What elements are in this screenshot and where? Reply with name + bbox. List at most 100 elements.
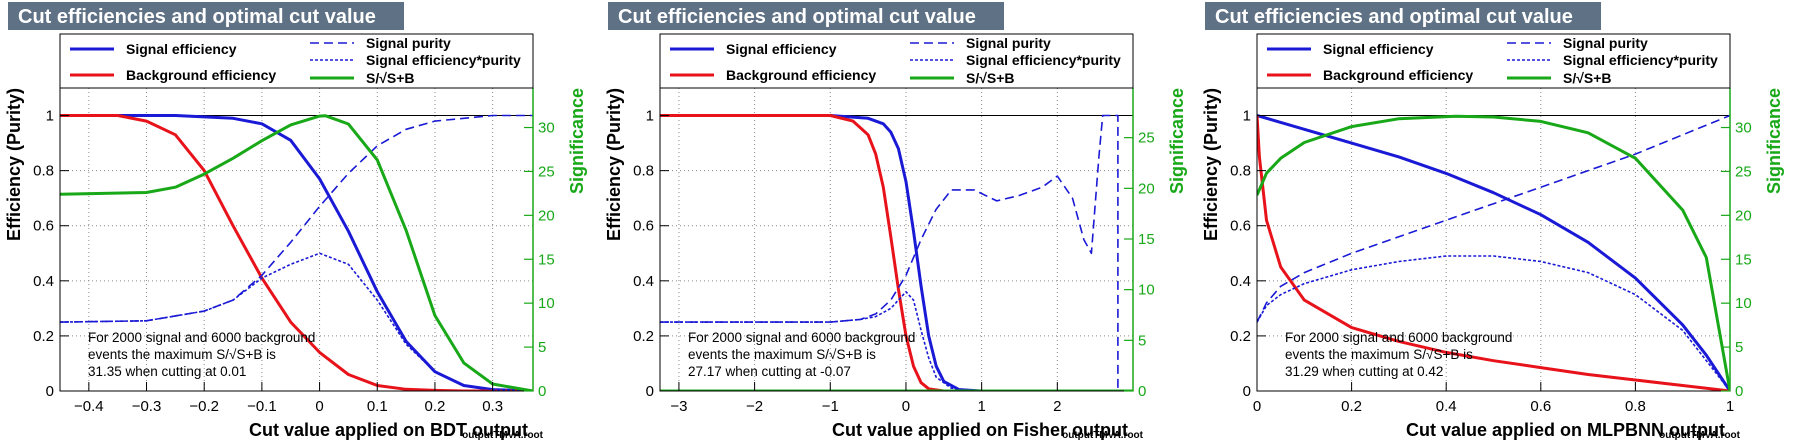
annotation-line: For 2000 signal and 6000 background [88, 330, 315, 345]
x-tick-label: 0.2 [1341, 398, 1362, 415]
y2-tick-label: 15 [1138, 231, 1155, 248]
y-tick-label: 0.6 [33, 218, 54, 235]
legend-label: S/√S+B [966, 70, 1015, 86]
x-axis-label: Cut value applied on Fisher output [832, 420, 1128, 440]
x-tick-label: 0 [1253, 398, 1261, 415]
series-line-2 [660, 114, 1133, 391]
x-tick-label: −1 [822, 398, 839, 415]
y2-tick-label: 0 [1138, 383, 1146, 400]
y-tick-label: 0.8 [1230, 163, 1251, 180]
y2-tick-label: 20 [1138, 180, 1155, 197]
x-tick-label: 0.3 [482, 398, 503, 415]
legend-label: S/√S+B [366, 70, 415, 86]
x-tick-label: −0.1 [247, 398, 277, 415]
y2-axis-label: Significance [1764, 88, 1784, 194]
annotation-line: 31.35 when cutting at 0.01 [88, 364, 246, 379]
legend-label: Background efficiency [126, 67, 276, 83]
x-tick-label: 0.4 [1436, 398, 1457, 415]
series-line-3 [60, 114, 533, 323]
y-tick-label: 0.8 [633, 163, 654, 180]
plot-frame [659, 87, 1134, 392]
annotation-line: For 2000 signal and 6000 background [1285, 330, 1512, 345]
annotation-line: events the maximum S/√S+B is [1285, 347, 1473, 362]
y-tick-label: 0.6 [1230, 218, 1251, 235]
y2-tick-label: 5 [1735, 339, 1743, 356]
annotation: For 2000 signal and 6000 background event… [88, 330, 315, 379]
legend-label: Signal efficiency*purity [966, 52, 1121, 68]
legend: Signal efficiency Background efficiency Si… [659, 33, 1134, 89]
annotation-line: events the maximum S/√S+B is [688, 347, 876, 362]
annotation: For 2000 signal and 6000 background event… [1285, 330, 1512, 379]
annotation: For 2000 signal and 6000 background event… [688, 330, 915, 379]
x-axis-label: Cut value applied on MLPBNN output [1406, 420, 1725, 440]
x-tick-label: −0.4 [74, 398, 104, 415]
chart-title: Cut efficiencies and optimal cut value [618, 6, 976, 28]
annotation-line: 27.17 when cutting at -0.07 [688, 364, 851, 379]
y-tick-label: 0.2 [633, 328, 654, 345]
x-tick-label: 0.8 [1625, 398, 1646, 415]
y2-tick-label: 15 [1735, 251, 1752, 268]
x-axis-label: Cut value applied on BDT output [249, 420, 528, 440]
y2-tick-label: 5 [1138, 332, 1146, 349]
y2-tick-label: 30 [538, 120, 555, 137]
y2-tick-label: 10 [1138, 282, 1155, 299]
legend-label: Signal efficiency [126, 41, 237, 57]
chart-panel-1: Cut efficiencies and optimal cut value −0… [4, 2, 587, 441]
chart-title: Cut efficiencies and optimal cut value [18, 6, 376, 28]
series-line-4 [660, 290, 1133, 391]
legend-box [659, 33, 1134, 89]
legend-label: Signal purity [1563, 35, 1648, 51]
y-axis-label: Efficiency (Purity) [4, 88, 24, 241]
x-tick-label: −3 [670, 398, 687, 415]
legend-label: Background efficiency [726, 67, 876, 83]
y2-tick-label: 25 [1735, 163, 1752, 180]
annotation-line: For 2000 signal and 6000 background [688, 330, 915, 345]
series-line-4 [1257, 255, 1730, 391]
y2-tick-label: 25 [1138, 130, 1155, 147]
x-tick-label: −0.2 [189, 398, 219, 415]
y-tick-label: 0 [46, 383, 54, 400]
y-tick-label: 0.2 [1230, 328, 1251, 345]
file-label: outputTMVA.root [1659, 430, 1741, 441]
legend-label: Signal purity [366, 35, 451, 51]
series-line-1 [660, 114, 1133, 391]
series-line-1 [1257, 114, 1730, 391]
series-line-4 [60, 252, 533, 391]
legend: Signal efficiency Background efficiency Si… [1256, 33, 1731, 89]
y-tick-label: 1 [646, 108, 654, 125]
y-tick-label: 0.8 [33, 163, 54, 180]
curves [1257, 114, 1730, 391]
x-tick-label: 0 [315, 398, 323, 415]
y2-tick-label: 25 [538, 163, 555, 180]
grid [660, 88, 1133, 392]
y2-tick-label: 10 [1735, 295, 1752, 312]
x-tick-label: 0.6 [1530, 398, 1551, 415]
chart-title-box [608, 2, 1004, 30]
file-label: outputTMVA.root [462, 430, 544, 441]
legend-label: Signal efficiency [726, 41, 837, 57]
y2-tick-label: 0 [1735, 383, 1743, 400]
file-label: outputTMVA.root [1062, 430, 1144, 441]
legend: Signal efficiency Background efficiency Si… [59, 33, 534, 89]
legend-box [1256, 33, 1731, 89]
y2-tick-label: 5 [538, 339, 546, 356]
y2-axis-label: Significance [1167, 88, 1187, 194]
curves [60, 114, 533, 391]
chart-panel-3: Cut efficiencies and optimal cut value 0 0… [1201, 2, 1784, 441]
series-line-2 [60, 114, 533, 391]
legend-label: Signal purity [966, 35, 1051, 51]
chart-panel-2: Cut efficiencies and optimal cut value −3… [604, 2, 1187, 441]
y2-tick-label: 20 [538, 207, 555, 224]
x-tick-label: 1 [977, 398, 985, 415]
y-tick-label: 0.4 [33, 273, 54, 290]
chart-title: Cut efficiencies and optimal cut value [1215, 6, 1573, 28]
y-tick-label: 1 [1243, 108, 1251, 125]
y2-tick-label: 30 [1735, 120, 1752, 137]
annotation-line: events the maximum S/√S+B is [88, 347, 276, 362]
x-tick-label: −2 [746, 398, 763, 415]
y-tick-label: 0.2 [33, 328, 54, 345]
chart-title-box [8, 2, 404, 30]
series-line-2 [1257, 115, 1730, 391]
y2-tick-label: 15 [538, 251, 555, 268]
